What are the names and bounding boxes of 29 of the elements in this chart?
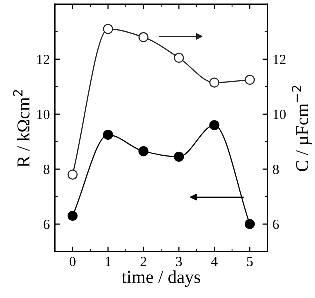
x-tick-label: 3: [176, 257, 182, 266]
point: [68, 170, 78, 180]
point: [244, 219, 256, 230]
x-tick-label: 4: [211, 257, 218, 266]
y2-tick-label: 12: [274, 55, 286, 64]
point: [174, 52, 184, 64]
point: [210, 120, 220, 130]
y2-tick-label: 6: [273, 220, 280, 230]
point: [244, 74, 256, 86]
x-tick-label: 0: [70, 257, 76, 266]
y2-tick-label: 8: [273, 164, 280, 174]
x-tick-label: 2: [140, 257, 146, 266]
y2-tick-label: 10: [274, 110, 286, 120]
point: [103, 24, 114, 34]
point: [68, 211, 78, 222]
y2-axis-title: C / µFcm$^{−2}$: [292, 86, 312, 172]
point: [210, 78, 220, 88]
y-tick-label: 12: [38, 55, 50, 64]
point: [103, 130, 114, 140]
y-axis-title: R / kΩcm$^{2}$: [13, 90, 30, 168]
x-tick-label: 1: [106, 257, 111, 266]
y-tick-label: 6: [44, 220, 50, 230]
point: [174, 152, 184, 162]
y-tick-label: 8: [44, 164, 50, 174]
x-tick-label: 5: [247, 257, 253, 266]
y-tick-label: 10: [38, 110, 50, 120]
point: [138, 146, 149, 157]
x-axis-title: time / days: [122, 270, 200, 288]
point: [138, 32, 149, 43]
